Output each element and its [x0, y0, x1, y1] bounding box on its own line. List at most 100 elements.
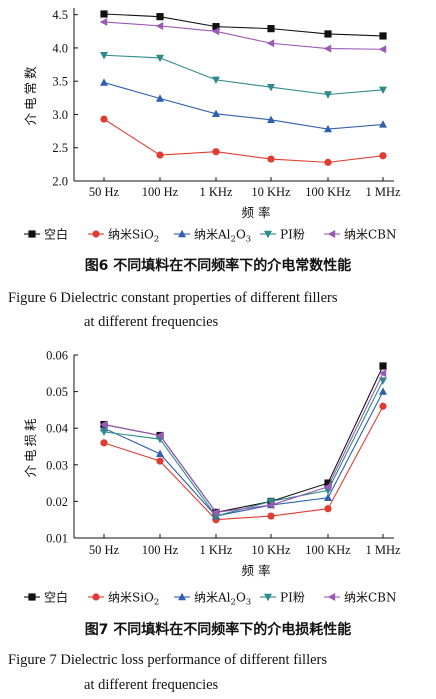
y-axis-label: 介电常数: [23, 63, 38, 125]
data-point: [211, 27, 220, 36]
y-tick-label: 0.05: [46, 385, 68, 399]
data-point: [267, 83, 275, 92]
data-point: [100, 428, 108, 437]
data-point: [100, 10, 108, 18]
x-tick-label: 1 KHz: [200, 543, 233, 557]
legend-label: 纳米CBN: [344, 591, 397, 605]
legend-marker: [178, 229, 186, 238]
data-point: [156, 457, 164, 465]
figure-caption-cn: 图6 不同填料在不同频率下的介电常数性能: [85, 257, 352, 274]
data-point: [156, 449, 164, 458]
legend-marker: [28, 593, 36, 601]
y-tick-label: 4.5: [52, 8, 68, 22]
data-point: [100, 115, 108, 123]
data-point: [212, 76, 220, 85]
data-point: [211, 508, 220, 517]
series-5: [99, 17, 387, 54]
y-tick-label: 0.03: [46, 458, 68, 472]
legend-label: PI粉: [280, 228, 305, 242]
legend-label: 空白: [44, 227, 68, 242]
x-tick-label: 100 Hz: [142, 185, 179, 199]
chart-1: 2.0 2.5 3.0 3.5 4.0 4.5 50 Hz 100 Hz 1 KHz 10 KHz…: [8, 8, 401, 330]
legend-label: 空白: [44, 590, 68, 605]
data-point: [324, 91, 332, 99]
y-tick-label: 0.02: [46, 495, 68, 509]
series-3: [100, 78, 387, 133]
data-point: [324, 479, 332, 487]
legend-marker: [327, 230, 336, 238]
data-point: [324, 158, 332, 166]
x-tick-label: 1 MHz: [365, 185, 401, 199]
data-point: [379, 387, 387, 395]
data-point: [379, 152, 387, 160]
data-point: [266, 501, 275, 510]
legend-marker: [327, 593, 336, 601]
data-point: [155, 21, 164, 30]
legend-label: 纳米CBN: [344, 228, 397, 242]
data-point: [267, 115, 275, 123]
data-point: [99, 17, 108, 26]
x-tick-label: 10 KHz: [251, 543, 291, 557]
figure-caption-en-cont: at different frequencies: [84, 314, 219, 330]
data-point: [379, 377, 387, 385]
data-point: [155, 431, 164, 440]
series-line: [103, 118, 384, 163]
data-point: [379, 86, 387, 95]
data-point: [100, 52, 108, 60]
chart-2: 0.01 0.02 0.03 0.04 0.05 0.06 50 Hz 100 Hz 1 KHz…: [8, 349, 401, 694]
legend-label: 纳米Al2​O3​: [194, 591, 251, 608]
figure-caption-en-cont: at different frequencies: [84, 677, 219, 693]
series-5: [99, 369, 387, 517]
y-tick-label: 2.5: [52, 141, 68, 155]
x-tick-label: 50 Hz: [89, 185, 120, 199]
data-point: [324, 124, 332, 133]
series-line: [103, 13, 384, 37]
x-axis-label: 频率: [241, 205, 274, 220]
figure-caption-en: Figure 7 Dielectric loss performance of …: [8, 652, 327, 668]
legend-marker: [92, 593, 100, 601]
legend-label: 纳米SiO2​: [108, 228, 159, 245]
series-4: [100, 52, 387, 99]
x-tick-label: 100 Hz: [142, 543, 179, 557]
data-point: [378, 45, 387, 54]
y-tick-label: 0.04: [46, 422, 69, 436]
data-point: [379, 120, 387, 128]
legend-marker: [92, 230, 100, 238]
data-point: [212, 148, 220, 156]
y-tick-label: 3.0: [52, 108, 68, 122]
legend-label: 纳米Al2​O3​: [194, 228, 251, 245]
data-point: [267, 498, 275, 506]
x-tick-label: 10 KHz: [251, 185, 291, 199]
y-tick-label: 0.01: [46, 532, 68, 546]
data-point: [156, 54, 164, 63]
data-point: [212, 23, 220, 31]
y-tick-label: 4.0: [52, 41, 68, 55]
series-2: [100, 402, 387, 524]
data-point: [267, 155, 275, 163]
data-point: [323, 482, 332, 491]
y-tick-label: 3.5: [52, 75, 68, 89]
series-line: [103, 380, 384, 517]
series-line: [103, 21, 384, 50]
x-tick-label: 1 KHz: [200, 185, 233, 199]
series-line: [103, 81, 384, 130]
y-tick-label: 2.0: [52, 175, 68, 189]
data-point: [156, 13, 164, 21]
series-1: [100, 362, 387, 516]
figure-caption-cn: 图7 不同填料在不同频率下的介电损耗性能: [85, 621, 352, 638]
data-point: [378, 369, 387, 378]
series-line: [103, 365, 384, 513]
x-axis-label: 频率: [241, 563, 274, 578]
data-point: [379, 402, 387, 410]
data-point: [266, 39, 275, 48]
series-1: [100, 10, 387, 40]
x-tick-label: 100 KHz: [305, 185, 351, 199]
data-point: [324, 493, 332, 501]
data-point: [379, 32, 387, 40]
series-line: [103, 405, 384, 521]
data-point: [100, 78, 108, 86]
data-point: [324, 505, 332, 513]
y-axis-label: 介电损耗: [23, 415, 38, 477]
data-point: [323, 44, 332, 53]
data-point: [267, 512, 275, 520]
